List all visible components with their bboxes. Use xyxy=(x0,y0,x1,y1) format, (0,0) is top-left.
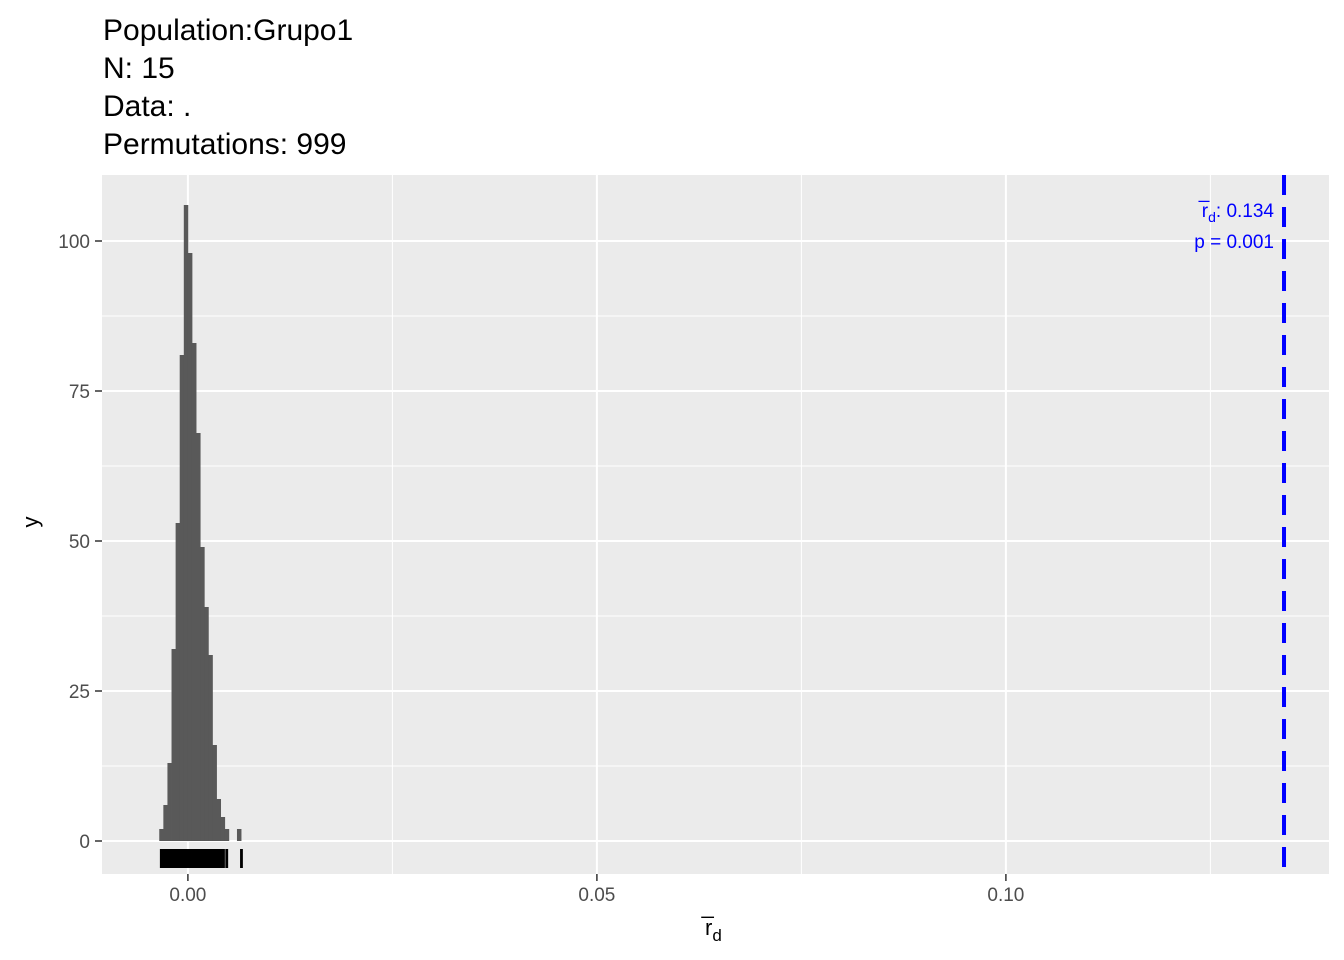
histogram-bar xyxy=(200,547,205,841)
title-population: Population:Grupo1 xyxy=(103,14,354,47)
histogram-bar xyxy=(187,253,193,841)
histogram-bar xyxy=(159,829,164,841)
observed-value-label: r̅d: 0.134 xyxy=(1198,201,1274,225)
rug-mark xyxy=(225,849,229,868)
histogram-bar xyxy=(220,817,226,841)
axis-tick-labels: 0.00 0.05 0.10 0 25 50 75 100 xyxy=(58,232,1024,906)
histogram-bar xyxy=(196,433,201,841)
rug-mark xyxy=(240,849,243,868)
axis-ticks xyxy=(95,240,1007,881)
p-value-label: p = 0.001 xyxy=(1194,232,1274,253)
x-tick-label: 0.00 xyxy=(169,885,206,906)
axis-titles: r̅d y xyxy=(18,517,722,946)
histogram-bar xyxy=(236,829,242,841)
histogram-bar xyxy=(216,799,222,841)
rug-marks xyxy=(159,849,243,868)
rug-mark xyxy=(159,849,163,868)
y-tick-label: 50 xyxy=(69,532,90,553)
histogram-bar xyxy=(167,763,172,841)
observed-value-line-group: r̅d: 0.134 p = 0.001 xyxy=(1194,175,1287,874)
histogram-bar xyxy=(224,829,230,841)
plot-title: Population:Grupo1 N: 15 Data: . Permutat… xyxy=(103,12,353,164)
title-n: N: 15 xyxy=(103,52,175,85)
histogram-bar xyxy=(175,523,181,841)
x-tick-label: 0.10 xyxy=(987,885,1024,906)
histogram-bar xyxy=(171,649,177,841)
rug-mark xyxy=(162,849,225,868)
x-axis-title: r̅d xyxy=(701,915,722,945)
plot-panel xyxy=(102,175,1329,874)
y-tick-label: 100 xyxy=(58,232,90,253)
histogram-bar xyxy=(163,805,168,841)
histogram-bar xyxy=(183,205,189,841)
histogram-bar xyxy=(208,655,213,841)
y-axis-title: y xyxy=(18,517,43,528)
histogram-bars xyxy=(159,205,242,841)
histogram-bar xyxy=(191,343,197,841)
histogram-bar xyxy=(204,607,209,841)
title-data: Data: . xyxy=(103,90,192,123)
x-tick-label: 0.05 xyxy=(578,885,615,906)
histogram-bar xyxy=(179,355,185,841)
y-tick-label: 0 xyxy=(79,832,90,853)
y-tick-label: 25 xyxy=(69,682,90,703)
minor-gridlines xyxy=(102,175,1329,874)
title-permutations: Permutations: 999 xyxy=(103,128,347,161)
y-tick-label: 75 xyxy=(69,382,90,403)
histogram-bar xyxy=(212,745,217,841)
